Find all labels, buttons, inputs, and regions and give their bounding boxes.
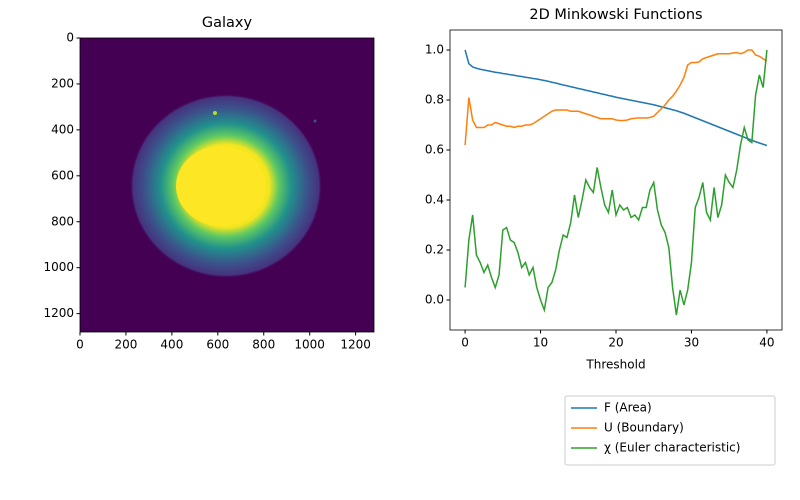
y-tick-label: 1200 xyxy=(43,306,74,320)
x-tick-label: 600 xyxy=(206,338,229,352)
x-tick-label: 0 xyxy=(461,336,469,350)
y-tick-label: 1000 xyxy=(43,260,74,274)
x-axis-label: Threshold xyxy=(585,358,645,372)
line-series xyxy=(464,49,768,146)
y-tick-label: 0 xyxy=(66,31,74,45)
x-tick-label: 1000 xyxy=(294,338,325,352)
y-tick-label: 200 xyxy=(51,76,74,90)
chart-title: 2D Minkowski Functions xyxy=(529,7,702,23)
y-tick-label: 0.0 xyxy=(425,293,444,307)
y-tick-label: 0.8 xyxy=(425,93,444,107)
x-tick-label: 40 xyxy=(759,336,774,350)
x-tick-label: 0 xyxy=(76,338,84,352)
galaxy-image xyxy=(80,38,374,332)
x-tick-label: 400 xyxy=(160,338,183,352)
y-tick-label: 1.0 xyxy=(425,43,444,57)
x-tick-label: 1200 xyxy=(340,338,371,352)
y-tick-label: 800 xyxy=(51,214,74,228)
legend-label: U (Boundary) xyxy=(604,421,684,435)
x-tick-label: 200 xyxy=(114,338,137,352)
y-tick-label: 0.4 xyxy=(425,193,444,207)
y-tick-label: 0.6 xyxy=(425,143,444,157)
line-series xyxy=(464,49,768,316)
x-tick-label: 30 xyxy=(684,336,699,350)
axes-frame xyxy=(449,29,783,331)
legend-label: χ (Euler characteristic) xyxy=(604,441,740,455)
legend-box xyxy=(564,395,776,466)
legend-label: F (Area) xyxy=(604,401,652,415)
x-tick-label: 20 xyxy=(608,336,623,350)
y-tick-label: 0.2 xyxy=(425,243,444,257)
chart-title: Galaxy xyxy=(202,15,253,31)
axes-frame xyxy=(79,37,375,333)
y-tick-label: 600 xyxy=(51,168,74,182)
x-tick-label: 800 xyxy=(252,338,275,352)
y-tick-label: 400 xyxy=(51,122,74,136)
x-tick-label: 10 xyxy=(533,336,548,350)
line-series xyxy=(464,49,768,147)
